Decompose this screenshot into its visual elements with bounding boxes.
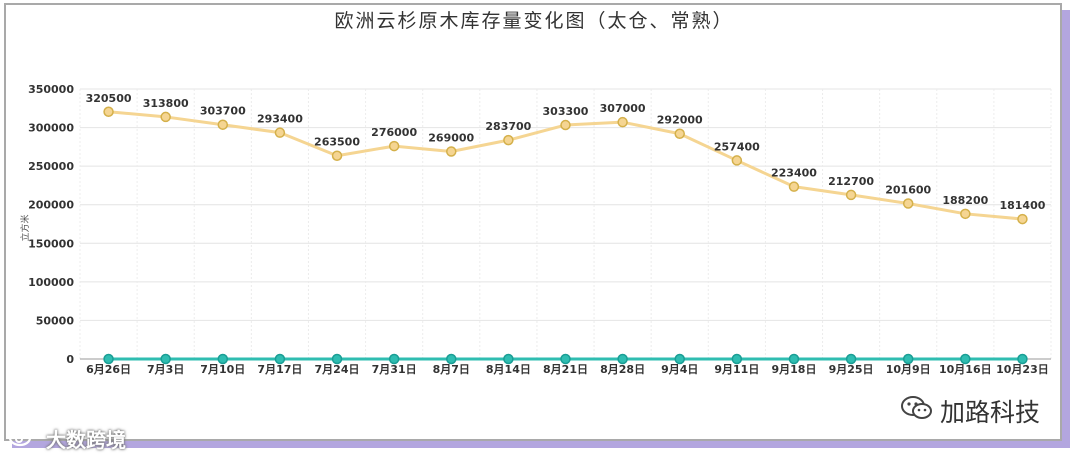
data-point bbox=[617, 116, 628, 128]
data-point bbox=[674, 128, 685, 139]
data-label: 307000 bbox=[600, 102, 646, 115]
series-layer: 320500 313800 303700 293400 263500 276000 2690… bbox=[86, 92, 1046, 365]
x-tick-label: 9月18日 bbox=[771, 363, 816, 376]
data-label: 188200 bbox=[942, 194, 988, 207]
data-point bbox=[731, 155, 743, 166]
data-point bbox=[446, 146, 457, 157]
data-point bbox=[788, 181, 800, 192]
chart-frame bbox=[4, 3, 1062, 441]
data-point bbox=[103, 353, 114, 365]
data-point bbox=[788, 353, 800, 365]
x-tick-label: 9月11日 bbox=[714, 363, 759, 376]
axes: 0 50000 100000 150000 200000 250000 300000 3500… bbox=[28, 83, 1051, 376]
data-point bbox=[674, 353, 685, 365]
data-point bbox=[160, 111, 171, 123]
x-tick-label: 9月25日 bbox=[829, 363, 874, 376]
data-point bbox=[503, 353, 514, 365]
watermark-right: 加路科技 bbox=[900, 393, 1040, 429]
data-label: 303300 bbox=[543, 105, 589, 118]
watermark-right-text: 加路科技 bbox=[940, 398, 1041, 427]
x-tick-label: 8月21日 bbox=[543, 363, 588, 376]
data-point bbox=[217, 119, 229, 130]
x-tick-label: 8月7日 bbox=[433, 363, 470, 376]
watermark-left-text: 大数跨境 bbox=[46, 427, 126, 452]
x-tick-label: 7月3日 bbox=[147, 363, 184, 376]
y-tick-label: 50000 bbox=[36, 314, 75, 327]
x-tick-label: 7月17日 bbox=[257, 363, 302, 376]
data-point bbox=[1017, 353, 1028, 365]
data-label: 293400 bbox=[257, 113, 303, 126]
data-label: 201600 bbox=[885, 183, 931, 196]
chart-title: 欧洲云杉原木库存量变化图（太仓、常熟） bbox=[334, 10, 733, 32]
data-label: 276000 bbox=[371, 126, 417, 139]
data-label: 257400 bbox=[714, 140, 760, 153]
data-label: 292000 bbox=[657, 114, 703, 127]
x-tick-label: 8月14日 bbox=[486, 363, 531, 376]
x-tick-label: 10月9日 bbox=[886, 363, 931, 376]
data-point bbox=[274, 127, 286, 138]
x-tick-label: 10月16日 bbox=[939, 363, 992, 376]
data-point bbox=[1017, 213, 1028, 225]
data-point bbox=[560, 119, 571, 131]
watermark-left: 大数跨境 bbox=[8, 424, 126, 452]
data-label: 181400 bbox=[999, 199, 1045, 212]
y-tick-label: 350000 bbox=[28, 83, 74, 96]
y-tick-label: 0 bbox=[66, 353, 74, 366]
x-tick-label: 8月28日 bbox=[600, 363, 645, 376]
x-tick-label: 7月31日 bbox=[372, 363, 417, 376]
data-label: 283700 bbox=[485, 120, 531, 133]
data-point bbox=[731, 353, 743, 365]
data-point bbox=[845, 353, 857, 365]
series-0: 320500 313800 303700 293400 263500 276000 2690… bbox=[86, 92, 1046, 225]
y-tick-label: 100000 bbox=[28, 276, 74, 289]
x-tick-label: 7月10日 bbox=[200, 363, 245, 376]
data-point bbox=[845, 189, 857, 201]
data-point bbox=[902, 353, 914, 365]
data-point bbox=[446, 353, 457, 365]
data-point bbox=[960, 353, 971, 365]
data-label: 320500 bbox=[86, 92, 132, 105]
data-label: 223400 bbox=[771, 167, 817, 180]
y-tick-label: 150000 bbox=[28, 237, 74, 250]
data-point bbox=[274, 353, 286, 365]
y-tick-label: 200000 bbox=[28, 199, 74, 212]
x-tick-label: 9月4日 bbox=[661, 363, 698, 376]
x-tick-label: 6月26日 bbox=[86, 363, 131, 376]
data-label: 263500 bbox=[314, 136, 360, 149]
x-tick-label: 7月24日 bbox=[315, 363, 360, 376]
data-point bbox=[560, 353, 571, 365]
data-point bbox=[331, 150, 343, 161]
data-point bbox=[103, 106, 114, 118]
data-point bbox=[388, 353, 400, 365]
data-point bbox=[217, 353, 229, 365]
data-label: 303700 bbox=[200, 105, 246, 118]
y-tick-label: 300000 bbox=[28, 122, 74, 135]
data-label: 313800 bbox=[143, 97, 189, 110]
data-point bbox=[617, 353, 628, 365]
data-point bbox=[331, 353, 343, 365]
data-point bbox=[503, 134, 514, 146]
weibo-icon bbox=[8, 424, 42, 453]
x-tick-label: 10月23日 bbox=[996, 363, 1049, 376]
data-label: 212700 bbox=[828, 175, 874, 188]
series-1 bbox=[103, 353, 1028, 365]
data-point bbox=[388, 140, 400, 152]
y-tick-label: 250000 bbox=[28, 160, 74, 173]
wechat-icon bbox=[900, 394, 934, 428]
data-point bbox=[960, 208, 971, 220]
data-point bbox=[902, 198, 914, 209]
y-axis-label: 立方米 bbox=[19, 214, 31, 241]
grid bbox=[79, 88, 1052, 360]
data-label: 269000 bbox=[428, 131, 474, 144]
data-point bbox=[160, 353, 171, 365]
